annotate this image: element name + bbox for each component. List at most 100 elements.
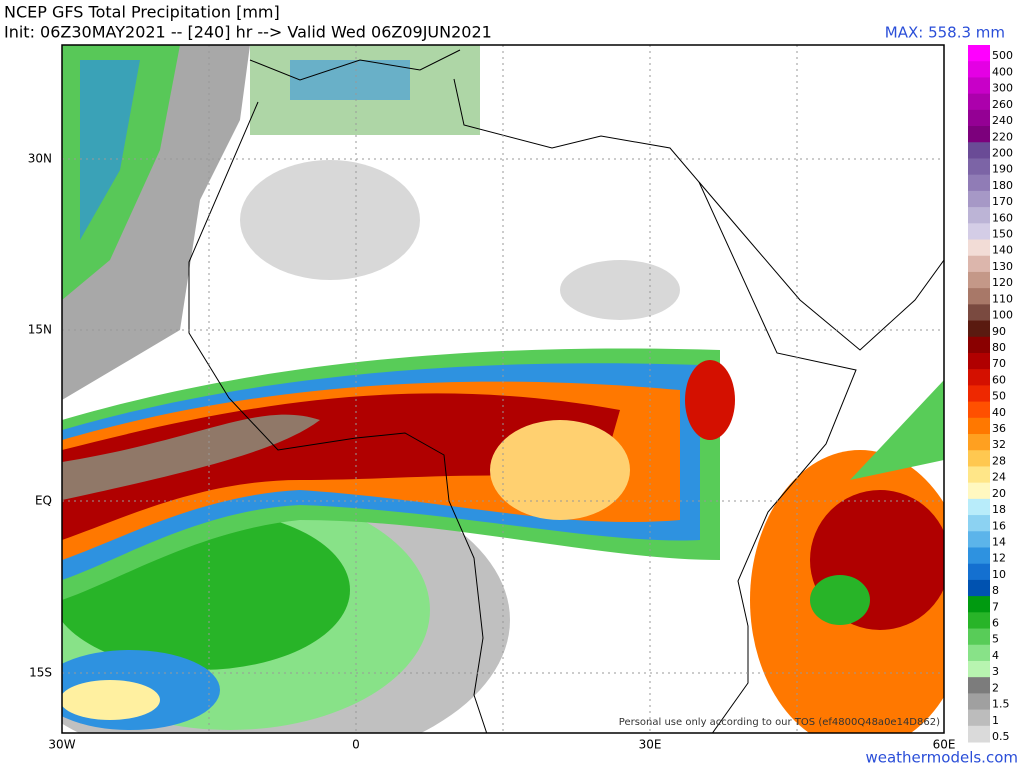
colorbar-label: 2 <box>992 681 999 694</box>
colorbar-label: 130 <box>992 260 1013 273</box>
colorbar-swatch <box>968 336 990 354</box>
colorbar-label: 50 <box>992 390 1006 403</box>
colorbar-swatch <box>968 45 990 62</box>
colorbar-label: 24 <box>992 471 1006 484</box>
colorbar-label: 220 <box>992 130 1013 143</box>
colorbar-swatch <box>968 644 990 662</box>
max-value: MAX: 558.3 mm <box>885 24 1005 42</box>
colorbar-label: 4 <box>992 649 999 662</box>
colorbar-label: 260 <box>992 98 1013 111</box>
colorbar-label: 28 <box>992 454 1006 467</box>
colorbar-label: 500 <box>992 49 1013 62</box>
colorbar-swatch <box>968 417 990 435</box>
colorbar-label: 400 <box>992 65 1013 78</box>
colorbar-swatch <box>968 288 990 305</box>
colorbar-label: 7 <box>992 600 999 613</box>
colorbar-swatch <box>968 93 990 111</box>
colorbar-label: 150 <box>992 228 1013 241</box>
colorbar-swatch <box>968 158 990 176</box>
colorbar-swatch <box>968 660 990 678</box>
colorbar-label: 160 <box>992 211 1013 224</box>
colorbar-swatch <box>968 385 990 403</box>
colorbar-swatch <box>968 320 990 338</box>
colorbar-swatch <box>968 547 990 565</box>
colorbar-label: 300 <box>992 82 1013 95</box>
colorbar-swatch <box>968 207 990 224</box>
lat-label: 15N <box>28 323 52 337</box>
colorbar-swatch <box>968 531 990 548</box>
colorbar-swatch <box>968 255 990 273</box>
colorbar-swatch <box>968 498 990 516</box>
colorbar-label: 90 <box>992 325 1006 338</box>
colorbar-swatch <box>968 709 990 727</box>
colorbar-swatch <box>968 579 990 597</box>
colorbar-swatch <box>968 482 990 500</box>
colorbar-label: 14 <box>992 535 1006 548</box>
colorbar-swatch <box>968 142 990 159</box>
lon-label: 60E <box>933 738 956 752</box>
colorbar-label: 8 <box>992 584 999 597</box>
colorbar-label: 36 <box>992 422 1006 435</box>
colorbar-label: 200 <box>992 146 1013 159</box>
colorbar-swatch <box>968 61 990 78</box>
lon-label: 0 <box>352 738 360 752</box>
colorbar-label: 1.5 <box>992 698 1010 711</box>
colorbar-swatch <box>968 369 990 386</box>
colorbar-label: 170 <box>992 195 1013 208</box>
site-link[interactable]: weathermodels.com <box>865 749 1018 767</box>
colorbar-swatch <box>968 725 990 743</box>
colorbar-swatch <box>968 677 990 694</box>
colorbar-label: 100 <box>992 309 1013 322</box>
colorbar-swatch <box>968 271 990 289</box>
colorbar-label: 32 <box>992 438 1006 451</box>
colorbar-swatch <box>968 450 990 467</box>
colorbar-label: 16 <box>992 519 1006 532</box>
colorbar-label: 120 <box>992 276 1013 289</box>
subtitle: Init: 06Z30MAY2021 -- [240] hr --> Valid… <box>4 23 492 42</box>
colorbar-label: 180 <box>992 179 1013 192</box>
lat-label: 15S <box>29 666 52 680</box>
colorbar-swatch <box>968 174 990 192</box>
colorbar-label: 110 <box>992 292 1013 305</box>
precip-field: Personal use only according to our TOS (… <box>62 45 944 733</box>
colorbar-swatch <box>968 628 990 646</box>
colorbar-swatch <box>968 563 990 581</box>
colorbar-label: 0.5 <box>992 730 1010 743</box>
colorbar-label: 5 <box>992 633 999 646</box>
colorbar-label: 6 <box>992 617 999 630</box>
colorbar-swatch <box>968 596 990 613</box>
colorbar-swatch <box>968 693 990 711</box>
colorbar-swatch <box>968 77 990 95</box>
colorbar-label: 1 <box>992 714 999 727</box>
colorbar-swatch <box>968 190 990 208</box>
colorbar-swatch <box>968 401 990 419</box>
colorbar-swatch <box>968 612 990 630</box>
colorbar-swatch <box>968 466 990 484</box>
lon-label: 30W <box>48 738 75 752</box>
colorbar-swatch <box>968 126 990 143</box>
lat-label: EQ <box>35 494 52 508</box>
colorbar-label: 3 <box>992 665 999 678</box>
usage-notice: Personal use only according to our TOS (… <box>619 717 940 728</box>
lat-label: 30N <box>28 152 52 166</box>
colorbar-label: 80 <box>992 341 1006 354</box>
colorbar-label: 18 <box>992 503 1006 516</box>
colorbar-label: 10 <box>992 568 1006 581</box>
colorbar-swatch <box>968 109 990 127</box>
colorbar-swatch <box>968 223 990 241</box>
title: NCEP GFS Total Precipitation [mm] <box>4 3 280 22</box>
colorbar-swatch <box>968 352 990 370</box>
colorbar-label: 240 <box>992 114 1013 127</box>
colorbar-label: 140 <box>992 244 1013 257</box>
colorbar: 5004003002602402202001901801701601501401… <box>968 45 1013 743</box>
colorbar-swatch <box>968 515 990 532</box>
colorbar-swatch <box>968 239 990 257</box>
lon-label: 30E <box>639 738 662 752</box>
colorbar-label: 40 <box>992 406 1006 419</box>
colorbar-label: 12 <box>992 552 1006 565</box>
colorbar-label: 190 <box>992 163 1013 176</box>
colorbar-swatch <box>968 304 990 322</box>
colorbar-label: 20 <box>992 487 1006 500</box>
colorbar-swatch <box>968 434 990 451</box>
